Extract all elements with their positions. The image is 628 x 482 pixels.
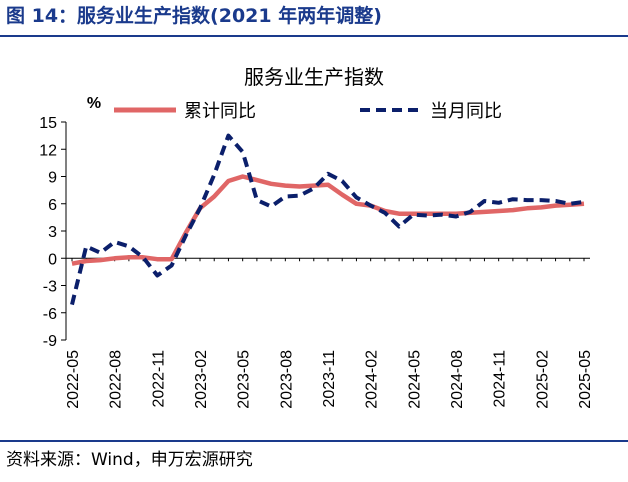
x-tick-label: 2023-05 [236,350,253,409]
legend: 累计同比 当月同比 [114,101,502,121]
x-tick-label: 2023-08 [278,350,295,409]
x-tick-label: 2025-05 [577,350,594,409]
x-tick-label: 2022-08 [108,350,125,409]
series-layer [70,133,585,306]
figure-title: 图 14：服务业生产指数(2021 年两年调整) [6,5,382,27]
legend-label-cumulative: 累计同比 [184,101,256,121]
y-tick-label: -9 [43,333,57,350]
line-chart: 服务业生产指数 % 累计同比 当月同比 15 12 9 6 3 0 -3 -6 -9 2022-05… [39,66,594,409]
x-tick-label: 2022-11 [150,350,167,408]
series-line-monthly [70,133,585,306]
x-tick-label: 2023-02 [193,350,210,409]
y-tick-label: 6 [48,197,57,214]
x-tick-label: 2024-02 [364,350,381,409]
chart-title: 服务业生产指数 [244,66,384,89]
y-tick-label: 12 [39,142,57,159]
x-tick-label: 2024-05 [406,350,423,409]
x-tick-label: 2025-02 [534,350,551,409]
y-tick-label: -3 [43,279,57,296]
axes: 15 12 9 6 3 0 -3 -6 -9 2022-05 2022-08 2022-11 2023-… [39,115,594,409]
y-tick-label: 9 [48,170,57,187]
legend-label-monthly: 当月同比 [430,101,502,121]
title-divider [0,35,628,37]
x-tick-label: 2024-08 [449,350,466,409]
y-tick-label: -6 [43,306,57,323]
x-tick-label: 2022-05 [65,350,82,409]
y-tick-label: 0 [48,251,57,268]
series-line-cumulative [71,174,585,266]
x-tick-label: 2024-11 [492,350,509,408]
y-tick-label: 15 [39,115,57,132]
y-tick-label: 3 [48,224,57,241]
y-axis-unit: % [87,95,101,112]
source-note: 资料来源：Wind，申万宏源研究 [6,450,253,470]
x-tick-label: 2023-11 [321,350,338,408]
source-divider [0,440,628,442]
